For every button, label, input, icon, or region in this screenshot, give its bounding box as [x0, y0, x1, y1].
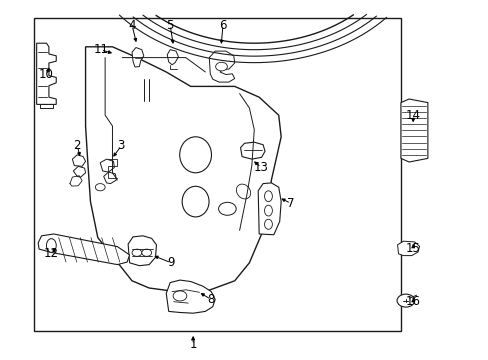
Polygon shape — [73, 166, 85, 177]
Ellipse shape — [180, 137, 211, 173]
Circle shape — [142, 249, 151, 256]
Polygon shape — [400, 99, 427, 162]
Polygon shape — [40, 104, 53, 108]
Text: 11: 11 — [93, 43, 108, 56]
Text: 14: 14 — [405, 109, 420, 122]
Polygon shape — [128, 236, 156, 266]
Text: 2: 2 — [73, 139, 81, 152]
Polygon shape — [240, 142, 264, 159]
Polygon shape — [132, 48, 143, 67]
Circle shape — [173, 291, 186, 301]
Ellipse shape — [182, 186, 209, 217]
Text: 15: 15 — [405, 242, 420, 255]
Ellipse shape — [264, 191, 272, 202]
Text: 9: 9 — [167, 256, 175, 269]
Polygon shape — [209, 51, 234, 82]
Text: 10: 10 — [39, 68, 54, 81]
Circle shape — [132, 249, 142, 256]
Polygon shape — [72, 155, 85, 166]
Polygon shape — [166, 280, 215, 313]
Polygon shape — [37, 43, 56, 104]
Ellipse shape — [46, 239, 56, 252]
Polygon shape — [258, 183, 281, 235]
Text: 16: 16 — [405, 295, 420, 308]
Polygon shape — [100, 159, 114, 172]
Circle shape — [215, 62, 227, 71]
Text: 13: 13 — [253, 161, 268, 174]
Polygon shape — [167, 50, 178, 65]
Ellipse shape — [264, 219, 272, 229]
Polygon shape — [397, 241, 419, 256]
Text: 8: 8 — [207, 293, 215, 306]
Polygon shape — [38, 234, 129, 265]
Circle shape — [396, 294, 414, 307]
Ellipse shape — [264, 205, 272, 216]
Bar — [34, 18, 400, 331]
Text: 4: 4 — [128, 19, 136, 32]
Text: 12: 12 — [44, 247, 59, 260]
Polygon shape — [103, 172, 116, 184]
Ellipse shape — [236, 184, 250, 199]
Circle shape — [95, 184, 105, 191]
Text: 3: 3 — [117, 139, 125, 152]
Polygon shape — [85, 47, 281, 292]
Text: 1: 1 — [189, 338, 197, 351]
Text: 5: 5 — [166, 19, 174, 32]
Text: 7: 7 — [286, 197, 294, 210]
Text: 6: 6 — [219, 19, 226, 32]
Circle shape — [218, 202, 236, 215]
